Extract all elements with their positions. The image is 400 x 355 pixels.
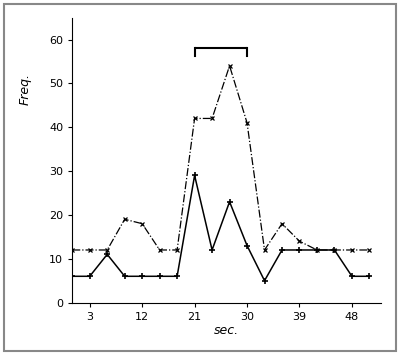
- X-axis label: sec.: sec.: [214, 324, 239, 337]
- Y-axis label: Freq.: Freq.: [19, 73, 32, 105]
